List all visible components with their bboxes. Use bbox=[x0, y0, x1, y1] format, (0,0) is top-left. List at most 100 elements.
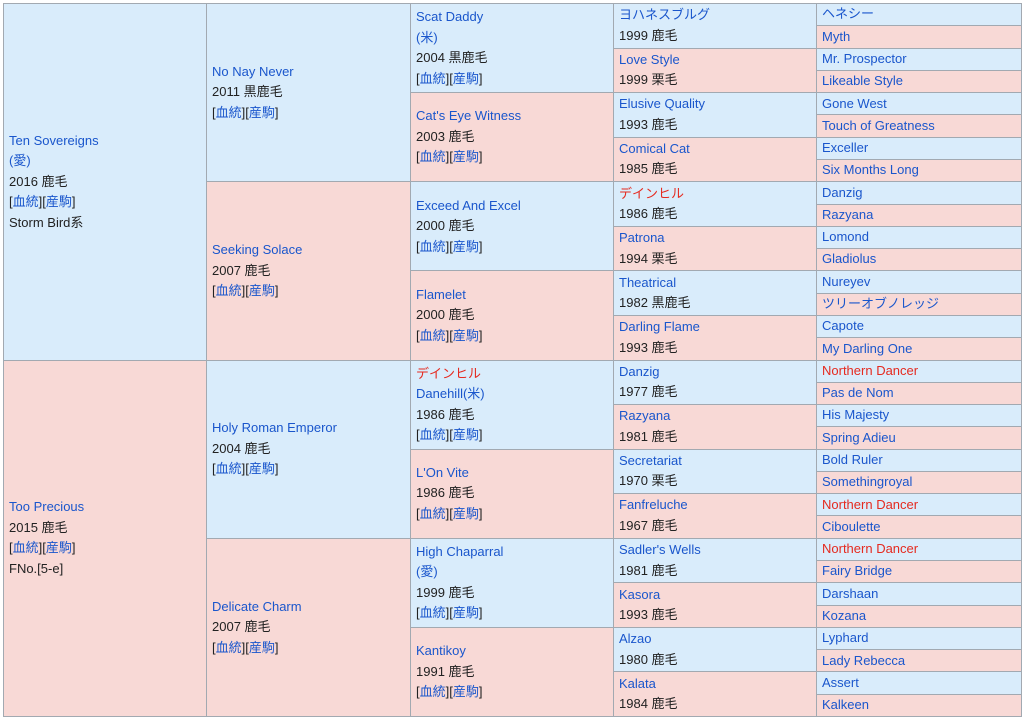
horse-name-link[interactable]: Holy Roman Emperor bbox=[212, 420, 337, 436]
offspring-link[interactable]: 産駒 bbox=[45, 540, 72, 556]
horse-name-link[interactable]: Elusive Quality bbox=[619, 96, 705, 112]
horse-name-link[interactable]: My Darling One bbox=[822, 340, 913, 356]
horse-name-link[interactable]: Kalata bbox=[619, 675, 656, 691]
ancestor-cell-gen5: Nureyev bbox=[816, 270, 1022, 294]
origin-link[interactable]: (米) bbox=[416, 29, 438, 45]
horse-name-link[interactable]: Somethingroyal bbox=[822, 474, 913, 490]
bloodline-link[interactable]: 血統 bbox=[419, 605, 446, 621]
horse-name-link[interactable]: Danzig bbox=[822, 184, 863, 200]
bloodline-link[interactable]: 血統 bbox=[215, 104, 242, 120]
offspring-link[interactable]: 産駒 bbox=[452, 605, 479, 621]
horse-name-link[interactable]: Kantikoy bbox=[416, 643, 466, 659]
horse-name-link[interactable]: Kozana bbox=[822, 607, 867, 623]
bloodline-link[interactable]: 血統 bbox=[419, 427, 446, 443]
horse-name-link[interactable]: Theatrical bbox=[619, 274, 677, 290]
origin-link[interactable]: (愛) bbox=[9, 153, 31, 168]
bloodline-link[interactable]: 血統 bbox=[419, 149, 446, 165]
bloodline-link[interactable]: 血統 bbox=[12, 540, 39, 556]
horse-name-link[interactable]: Scat Daddy bbox=[416, 9, 484, 25]
offspring-link[interactable]: 産駒 bbox=[248, 461, 275, 477]
horse-name-link[interactable]: Gone West bbox=[822, 95, 887, 111]
bloodline-link[interactable]: 血統 bbox=[419, 238, 446, 254]
horse-name-link[interactable]: Secretariat bbox=[619, 452, 682, 468]
horse-name-link[interactable]: Darling Flame bbox=[619, 319, 700, 335]
horse-name-link[interactable]: Alzao bbox=[619, 631, 652, 647]
origin-link[interactable]: (愛) bbox=[416, 564, 438, 580]
horse-name-link[interactable]: Lomond bbox=[822, 229, 869, 245]
horse-name-link[interactable]: Northern Dancer bbox=[822, 362, 919, 378]
horse-name-link[interactable]: Assert bbox=[822, 674, 859, 690]
horse-name-link[interactable]: His Majesty bbox=[822, 407, 890, 423]
horse-name-link[interactable]: Razyana bbox=[619, 408, 671, 424]
horse-name-link[interactable]: Patrona bbox=[619, 230, 665, 246]
horse-name-link[interactable]: Lady Rebecca bbox=[822, 652, 906, 668]
horse-name-link[interactable]: ヨハネスブルグ bbox=[619, 7, 711, 23]
horse-name-link[interactable]: Nureyev bbox=[822, 273, 871, 289]
horse-name-link[interactable]: デインヒル bbox=[416, 365, 482, 381]
horse-name-link[interactable]: デインヒル bbox=[619, 185, 685, 201]
horse-name-link[interactable]: Love Style bbox=[619, 51, 680, 67]
horse-name-link[interactable]: ヘネシー bbox=[822, 6, 875, 22]
offspring-link[interactable]: 産駒 bbox=[452, 149, 479, 165]
horse-name-link[interactable]: Flamelet bbox=[416, 286, 466, 302]
horse-name-link[interactable]: Northern Dancer bbox=[822, 541, 919, 557]
offspring-link[interactable]: 産駒 bbox=[452, 427, 479, 443]
ancestor-cell-gen4: Secretariat 1970 栗毛 bbox=[613, 448, 817, 495]
horse-name-link[interactable]: Sadler's Wells bbox=[619, 542, 701, 558]
horse-name-link[interactable]: Kasora bbox=[619, 586, 661, 602]
bloodline-link[interactable]: 血統 bbox=[215, 283, 242, 299]
horse-name-link[interactable]: Pas de Nom bbox=[822, 385, 894, 401]
horse-name-link[interactable]: Likeable Style bbox=[822, 73, 903, 89]
horse-name-link[interactable]: Fanfreluche bbox=[619, 497, 688, 513]
horse-name-link[interactable]: Darshaan bbox=[822, 585, 879, 601]
horse-name-link[interactable]: Too Precious bbox=[9, 499, 85, 515]
offspring-link[interactable]: 産駒 bbox=[452, 684, 479, 700]
horse-name-link[interactable]: Danzig bbox=[619, 363, 660, 379]
offspring-link[interactable]: 産駒 bbox=[248, 283, 275, 299]
horse-name-link[interactable]: Touch of Greatness bbox=[822, 117, 935, 133]
horse-name-link[interactable]: Kalkeen bbox=[822, 697, 869, 713]
horse-name-link[interactable]: No Nay Never bbox=[212, 63, 294, 79]
horse-name-link[interactable]: Capote bbox=[822, 318, 864, 334]
horse-name-link[interactable]: Seeking Solace bbox=[212, 242, 303, 258]
bloodline-link[interactable]: 血統 bbox=[215, 461, 242, 477]
offspring-link[interactable]: 産駒 bbox=[452, 505, 479, 521]
horse-name-link[interactable]: Exceller bbox=[822, 140, 869, 156]
offspring-link[interactable]: 産駒 bbox=[452, 238, 479, 254]
bloodline-link[interactable]: 血統 bbox=[215, 639, 242, 655]
horse-name-link[interactable]: Myth bbox=[822, 28, 851, 44]
bloodline-link[interactable]: 血統 bbox=[419, 70, 446, 86]
offspring-link[interactable]: 産駒 bbox=[248, 104, 275, 120]
bloodline-link[interactable]: 血統 bbox=[419, 505, 446, 521]
horse-info: 2000 鹿毛 bbox=[416, 307, 475, 323]
ancestor-cell-gen4: Sadler's Wells 1981 鹿毛 bbox=[613, 537, 817, 584]
horse-name-link[interactable]: Fairy Bridge bbox=[822, 563, 893, 579]
offspring-link[interactable]: 産駒 bbox=[248, 639, 275, 655]
horse-name-link[interactable]: Northern Dancer bbox=[822, 496, 919, 512]
horse-name-link[interactable]: Ten Sovereigns bbox=[9, 132, 99, 148]
origin-link[interactable]: Danehill(米) bbox=[416, 386, 485, 402]
horse-name-link[interactable]: Comical Cat bbox=[619, 140, 690, 156]
horse-name-link[interactable]: Spring Adieu bbox=[822, 429, 896, 445]
horse-name-link[interactable]: Mr. Prospector bbox=[822, 50, 907, 66]
offspring-link[interactable]: 産駒 bbox=[452, 70, 479, 86]
horse-info: 1993 鹿毛 bbox=[619, 607, 678, 623]
horse-name-link[interactable]: Gladiolus bbox=[822, 251, 877, 267]
horse-name-link[interactable]: Delicate Charm bbox=[212, 598, 302, 614]
horse-name-link[interactable]: Exceed And Excel bbox=[416, 197, 521, 213]
horse-name-link[interactable]: High Chaparral bbox=[416, 543, 504, 559]
horse-name-link[interactable]: L'On Vite bbox=[416, 464, 469, 480]
horse-name-link[interactable]: Six Months Long bbox=[822, 162, 919, 178]
horse-name-link[interactable]: Cat's Eye Witness bbox=[416, 108, 522, 124]
ancestor-cell-gen1: Ten Sovereigns (愛) 2016 鹿毛 [血統][産駒] Storm Bi… bbox=[3, 3, 207, 361]
horse-name-link[interactable]: Ciboulette bbox=[822, 518, 881, 534]
offspring-link[interactable]: 産駒 bbox=[452, 327, 479, 343]
horse-name-link[interactable]: Razyana bbox=[822, 206, 874, 222]
bloodline-link[interactable]: 血統 bbox=[419, 327, 446, 343]
horse-name-link[interactable]: ツリーオブノレッジ bbox=[822, 296, 940, 312]
offspring-link[interactable]: 産駒 bbox=[45, 194, 72, 209]
horse-name-link[interactable]: Bold Ruler bbox=[822, 452, 883, 468]
bloodline-link[interactable]: 血統 bbox=[12, 194, 39, 209]
horse-name-link[interactable]: Lyphard bbox=[822, 630, 869, 646]
bloodline-link[interactable]: 血統 bbox=[419, 684, 446, 700]
